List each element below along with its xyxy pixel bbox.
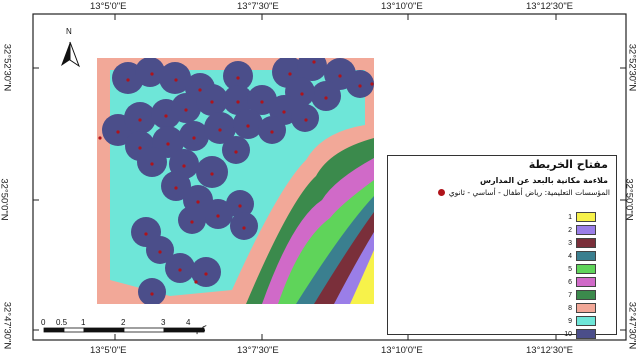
map-neatline: [32, 13, 627, 341]
legend-class-swatch: [576, 251, 596, 261]
legend-subtitle: ملاءمة مكانية بالبعد عن المدارس: [480, 176, 608, 185]
scale-label-1: 1: [81, 318, 86, 327]
legend-class-8: 8: [558, 303, 596, 313]
scale-label-0: 0: [41, 318, 46, 327]
legend-class-label: 2: [568, 226, 572, 234]
grid-label-top-4: 13°12'30"E: [526, 1, 574, 12]
legend-points-label: المؤسسات التعليمية: رياض أطفال - أساسي -…: [448, 188, 610, 197]
north-label: N: [66, 27, 72, 36]
school-point-icon: [437, 189, 445, 196]
grid-label-left-2: 32°50'0"N: [0, 178, 10, 221]
scale-label-05: 0.5: [56, 318, 68, 327]
grid-label-left-1: 32°52'30"N: [1, 43, 13, 92]
legend-class-label: 1: [568, 213, 572, 221]
legend-class-swatch: [576, 329, 596, 339]
scale-unit: كم: [196, 324, 207, 334]
legend-title: مفتاح الخريطة: [528, 158, 608, 171]
grid-label-left-3: 32°47'30"N: [1, 301, 13, 350]
legend-class-swatch: [576, 303, 596, 313]
grid-label-bottom-2: 13°7'30"E: [237, 345, 279, 356]
legend-class-5: 5: [558, 264, 596, 274]
map-legend: مفتاح الخريطة ملاءمة مكانية بالبعد عن ال…: [387, 155, 617, 339]
school-points: [98, 60, 374, 296]
scale-label-2: 2: [121, 318, 126, 327]
grid-label-bottom-3: 13°10'0"E: [381, 345, 423, 356]
legend-class-label: 6: [568, 278, 572, 286]
scale-label-4: 4: [186, 318, 191, 327]
legend-class-label: 5: [568, 265, 572, 273]
legend-class-label: 9: [568, 317, 572, 325]
scale-bar: [43, 327, 205, 333]
legend-class-label: 4: [568, 252, 572, 260]
legend-points-entry: المؤسسات التعليمية: رياض أطفال - أساسي -…: [437, 188, 610, 197]
legend-class-9: 9: [558, 316, 596, 326]
grid-label-top-1: 13°5'0"E: [90, 1, 127, 12]
legend-class-6: 6: [558, 277, 596, 287]
class-10-zone: [102, 58, 374, 304]
legend-class-7: 7: [558, 290, 596, 300]
grid-label-right-2: 32°50'0"N: [623, 178, 635, 221]
legend-class-label: 8: [568, 304, 572, 312]
grid-label-bottom-1: 13°5'0"E: [90, 345, 127, 356]
legend-class-1: 1: [558, 212, 596, 222]
legend-class-label: 3: [568, 239, 572, 247]
legend-class-3: 3: [558, 238, 596, 248]
legend-class-2: 2: [558, 225, 596, 235]
legend-class-swatch: [576, 290, 596, 300]
legend-class-swatch: [576, 316, 596, 326]
suitability-raster: [97, 58, 374, 304]
legend-class-swatch: [576, 277, 596, 287]
grid-label-top-3: 13°10'0"E: [381, 1, 423, 12]
legend-class-10: 10: [558, 329, 596, 339]
legend-class-swatch: [576, 264, 596, 274]
legend-class-label: 7: [568, 291, 572, 299]
legend-class-label: 10: [564, 330, 572, 338]
legend-class-swatch: [576, 212, 596, 222]
grid-label-right-1: 32°52'30"N: [626, 43, 638, 92]
north-arrow-icon: [61, 41, 81, 68]
grid-label-right-3: 32°47'30"N: [626, 301, 638, 350]
grid-label-top-2: 13°7'30"E: [237, 1, 279, 12]
legend-class-swatch: [576, 225, 596, 235]
legend-class-4: 4: [558, 251, 596, 261]
scale-label-3: 3: [161, 318, 166, 327]
legend-class-swatch: [576, 238, 596, 248]
grid-label-bottom-4: 13°12'30"E: [526, 345, 574, 356]
